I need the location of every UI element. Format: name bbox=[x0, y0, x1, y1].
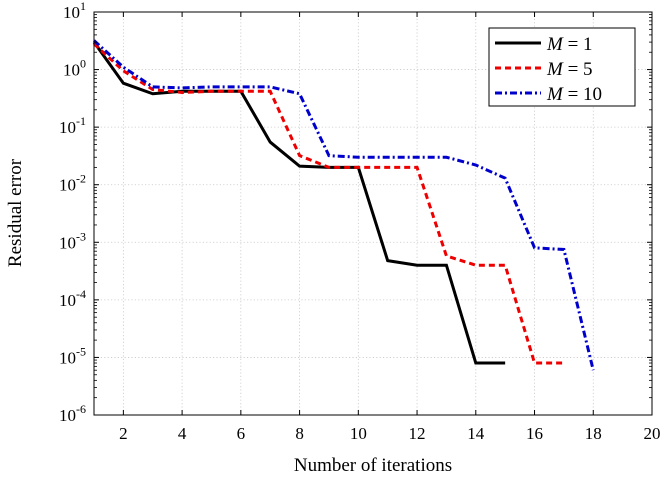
y-tick-label: 10-3 bbox=[59, 229, 86, 252]
series-line-2 bbox=[92, 42, 564, 365]
series-line-3 bbox=[92, 39, 595, 371]
series-group bbox=[92, 39, 595, 371]
x-tick-label: 14 bbox=[467, 424, 485, 443]
ticks: 2 4 6 8 10 12 14 16 18 20 10-6 10-5 10-4 10-3 10-2 10-1… bbox=[59, 0, 661, 443]
y-tick-label: 10-1 bbox=[59, 114, 86, 137]
x-tick-label: 6 bbox=[237, 424, 246, 443]
legend: M = 1 M = 5 M = 10 bbox=[488, 27, 636, 107]
y-tick-label: 10-5 bbox=[59, 344, 86, 367]
legend-label-3: M = 10 bbox=[546, 84, 602, 105]
y-tick-label: 100 bbox=[63, 57, 86, 80]
x-tick-label: 18 bbox=[585, 424, 602, 443]
plot-frame bbox=[93, 11, 653, 416]
x-tick-label: 20 bbox=[644, 424, 661, 443]
series-line-1 bbox=[92, 41, 506, 365]
legend-label-2: M = 5 bbox=[546, 59, 593, 80]
x-tick-label: 2 bbox=[119, 424, 128, 443]
y-tick-label: 101 bbox=[63, 0, 86, 22]
y-tick-label: 10-2 bbox=[59, 172, 86, 195]
legend-label-1: M = 1 bbox=[546, 34, 593, 55]
x-tick-label: 12 bbox=[409, 424, 426, 443]
x-axis-label: Number of iterations bbox=[294, 455, 452, 476]
y-axis-label: Residual error bbox=[5, 158, 26, 267]
x-tick-label: 8 bbox=[295, 424, 304, 443]
x-tick-label: 16 bbox=[526, 424, 543, 443]
x-tick-label: 4 bbox=[178, 424, 187, 443]
y-tick-label: 10-4 bbox=[59, 287, 86, 310]
y-tick-label: 10-6 bbox=[59, 402, 86, 425]
x-tick-label: 10 bbox=[350, 424, 367, 443]
